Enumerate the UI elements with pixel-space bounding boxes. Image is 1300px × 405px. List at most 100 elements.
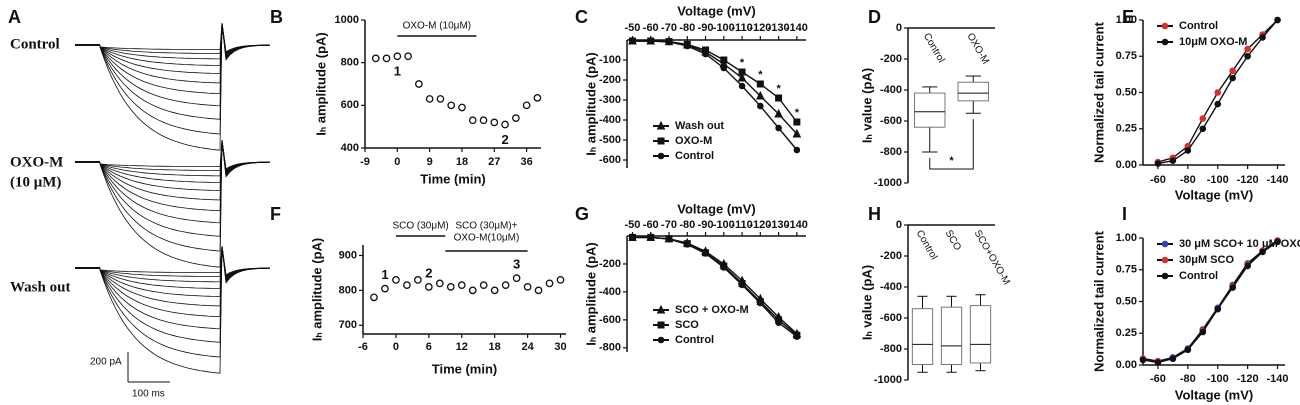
- current-trace: [99, 22, 270, 54]
- legend-label: OXO-M: [675, 135, 712, 147]
- data-point: [757, 299, 764, 307]
- data-point: [1214, 89, 1222, 96]
- point-label: 3: [513, 257, 520, 272]
- panel-letter: F: [270, 204, 281, 224]
- data-point: [1169, 355, 1177, 362]
- x-tick-label: -140: [1267, 373, 1289, 385]
- period-label: SCO (30μM)+: [455, 221, 517, 232]
- y-tick-label: 0.75: [1116, 50, 1137, 62]
- data-point: [793, 333, 801, 340]
- x-tick-label: 18: [489, 341, 501, 353]
- y-tick-label: 1.00: [1116, 232, 1137, 244]
- point-label: 2: [425, 265, 432, 280]
- data-point: [629, 234, 636, 241]
- point-label: 2: [501, 132, 508, 147]
- data-point: [415, 80, 423, 88]
- data-point: [665, 235, 673, 243]
- x-tick-label: -140: [1267, 174, 1289, 186]
- data-point: [424, 283, 433, 291]
- data-point: [490, 118, 499, 127]
- significance: *: [795, 107, 800, 119]
- x-tick-label: -80: [1180, 373, 1196, 385]
- data-point: [404, 52, 412, 61]
- panel-letter: E: [1122, 7, 1134, 27]
- data-point: [490, 286, 499, 295]
- box: [914, 92, 946, 128]
- data-point: [414, 276, 422, 284]
- x-tick-label: 30: [554, 341, 566, 353]
- legend-marker: [656, 120, 666, 130]
- x-tick-label: -60: [643, 22, 659, 34]
- data-point: [479, 116, 488, 125]
- data-point: [1199, 328, 1207, 336]
- data-point: [371, 54, 380, 63]
- y-tick-label: -1000: [874, 177, 902, 189]
- data-point: [458, 103, 466, 112]
- data-point: [792, 128, 802, 138]
- point-label: 1: [394, 64, 401, 79]
- significance: *: [740, 57, 745, 69]
- significance: *: [949, 155, 954, 167]
- data-point: [556, 276, 565, 284]
- x-tick-label: -80: [1180, 174, 1196, 186]
- y-axis-label: Iₕ value (pA): [859, 68, 874, 143]
- x-tick-label: 0: [393, 341, 399, 353]
- y-tick-label: -500: [599, 134, 621, 146]
- legend-marker: [1161, 22, 1169, 30]
- y-tick-label: 1000: [335, 14, 359, 26]
- x-tick-label: 6: [426, 341, 432, 353]
- y-tick-label: -800: [880, 146, 902, 158]
- data-point: [436, 95, 445, 103]
- data-point: [382, 54, 391, 63]
- data-point: [393, 52, 402, 61]
- data-point: [501, 120, 509, 129]
- y-tick-label: -600: [880, 312, 902, 324]
- data-point: [629, 37, 636, 45]
- current-trace: [99, 22, 270, 120]
- data-point: [757, 102, 764, 110]
- data-point: [1274, 238, 1281, 246]
- data-point: [683, 42, 691, 50]
- x-axis-label: Time (min): [432, 361, 498, 376]
- y-tick-label: 0.50: [1116, 86, 1137, 98]
- data-point: [738, 68, 746, 76]
- legend-label: Control: [1179, 20, 1218, 32]
- data-point: [392, 276, 400, 284]
- data-point: [647, 234, 655, 241]
- data-point: [479, 281, 488, 289]
- box: [940, 306, 963, 365]
- legend-marker: [1161, 240, 1169, 248]
- panel-letter: A: [8, 7, 21, 27]
- data-point: [720, 64, 728, 72]
- category-label: Control: [921, 31, 947, 64]
- x-tick-label: -70: [661, 219, 677, 231]
- condition-label: Wash out: [10, 279, 70, 295]
- significance-bracket: [929, 119, 974, 170]
- data-point: [775, 319, 782, 326]
- data-point: [435, 279, 444, 288]
- y-tick-label: -600: [599, 154, 621, 166]
- data-point: [381, 284, 389, 293]
- y-tick-label: -1000: [874, 374, 902, 386]
- legend-label: Control: [675, 150, 714, 162]
- x-tick-label: -60: [643, 219, 659, 231]
- y-tick-label: 0.75: [1116, 264, 1137, 276]
- y-axis-label: Normalized tail current: [1091, 230, 1106, 372]
- box: [957, 81, 989, 102]
- y-tick-label: 0: [896, 219, 902, 231]
- box: [911, 308, 934, 366]
- legend-label: Control: [1179, 270, 1218, 282]
- data-point: [756, 90, 765, 100]
- scale-label: 200 pA: [90, 357, 122, 368]
- x-tick-label: -120: [1237, 174, 1259, 186]
- x-tick-label: -9: [360, 156, 370, 168]
- legend-marker: [656, 304, 666, 314]
- y-tick-label: 0.00: [1116, 359, 1137, 371]
- current-trace: [99, 22, 271, 67]
- data-point: [468, 116, 477, 125]
- y-tick-label: 900: [339, 249, 357, 261]
- panel-letter: H: [868, 204, 881, 224]
- data-point: [1169, 157, 1177, 164]
- data-point: [775, 124, 782, 132]
